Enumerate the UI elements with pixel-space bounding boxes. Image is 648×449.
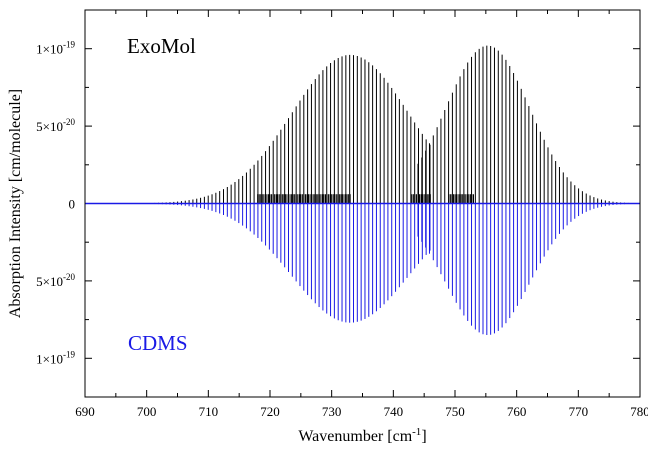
x-tick-label: 750 [445, 404, 465, 419]
y-tick-label: 1×10-19 [36, 349, 75, 366]
exomol-label: ExoMol [127, 34, 196, 58]
x-tick-label: 760 [507, 404, 527, 419]
y-tick-label: 1×10-19 [36, 40, 75, 57]
x-tick-label: 720 [260, 404, 280, 419]
x-tick-labels: 690 700 710 720 730 740 750 760 770 780 [75, 404, 648, 419]
x-axis-label: Wavenumber [cm-1] [298, 426, 426, 445]
x-tick-label: 730 [322, 404, 342, 419]
exomol-series [146, 45, 633, 204]
y-tick-label: 5×10-20 [36, 117, 75, 134]
x-tick-label: 710 [199, 404, 219, 419]
y-axis-label: Absorption Intensity [cm/molecule] [7, 89, 24, 318]
plot-frame [84, 9, 641, 398]
x-tick-label: 770 [569, 404, 589, 419]
x-axis-label-end: ] [421, 428, 426, 445]
x-tick-label: 740 [384, 404, 404, 419]
x-axis-label-sup: -1 [412, 426, 421, 438]
y-tick-labels: 1×10-19 5×10-20 0 5×10-20 1×10-19 [36, 40, 75, 367]
x-tick-label: 700 [137, 404, 157, 419]
x-tick-label: 780 [630, 404, 648, 419]
x-tick-label: 690 [75, 404, 95, 419]
x-axis-label-main: Wavenumber [cm [298, 428, 412, 445]
y-tick-label: 5×10-20 [36, 272, 75, 289]
cdms-label: CDMS [128, 331, 188, 355]
y-tick-label: 0 [69, 197, 76, 212]
cdms-series [150, 203, 633, 336]
